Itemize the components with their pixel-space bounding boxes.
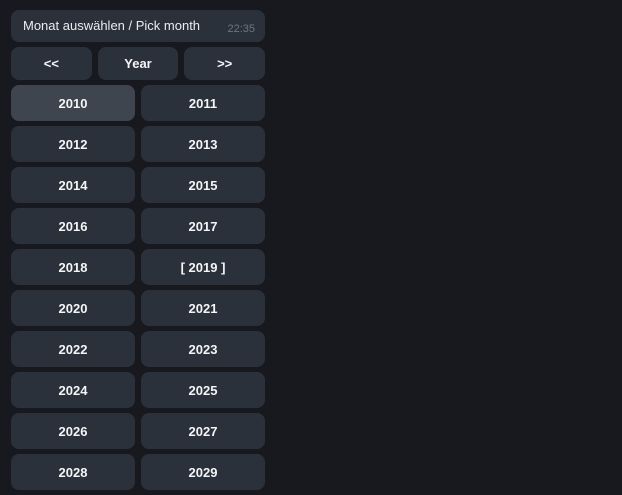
prev-years-button[interactable]: << [11, 47, 92, 80]
year-button-2019-selected[interactable]: [ 2019 ] [141, 249, 265, 285]
year-button-2013[interactable]: 2013 [141, 126, 265, 162]
year-button-2020[interactable]: 2020 [11, 290, 135, 326]
year-row: 2010 2011 [11, 85, 265, 121]
year-row: 2020 2021 [11, 290, 265, 326]
year-button-2028[interactable]: 2028 [11, 454, 135, 490]
next-years-button[interactable]: >> [184, 47, 266, 80]
chat-message-group: Monat auswählen / Pick month 22:35 << Ye… [11, 10, 266, 490]
year-row: 2028 2029 [11, 454, 265, 490]
year-button-2024[interactable]: 2024 [11, 372, 135, 408]
message-timestamp: 22:35 [227, 22, 255, 35]
year-button-2015[interactable]: 2015 [141, 167, 265, 203]
year-button-2029[interactable]: 2029 [141, 454, 265, 490]
year-button-2012[interactable]: 2012 [11, 126, 135, 162]
year-button-2025[interactable]: 2025 [141, 372, 265, 408]
year-row: 2016 2017 [11, 208, 265, 244]
keyboard-nav-row: << Year >> [11, 47, 266, 80]
year-row: 2022 2023 [11, 331, 265, 367]
year-button-2016[interactable]: 2016 [11, 208, 135, 244]
year-row: 2024 2025 [11, 372, 265, 408]
message-text: Monat auswählen / Pick month [23, 18, 201, 33]
year-row: 2014 2015 [11, 167, 265, 203]
year-button-2021[interactable]: 2021 [141, 290, 265, 326]
year-row: 2018 [ 2019 ] [11, 249, 265, 285]
year-row: 2012 2013 [11, 126, 265, 162]
inline-keyboard: << Year >> 2010 2011 2012 2013 2014 2015… [11, 47, 266, 490]
year-button-2014[interactable]: 2014 [11, 167, 135, 203]
year-button-2017[interactable]: 2017 [141, 208, 265, 244]
year-button-2010[interactable]: 2010 [11, 85, 135, 121]
year-mode-button[interactable]: Year [97, 47, 179, 80]
year-button-2022[interactable]: 2022 [11, 331, 135, 367]
message-bubble: Monat auswählen / Pick month 22:35 [11, 10, 265, 42]
year-button-2027[interactable]: 2027 [141, 413, 265, 449]
year-row: 2026 2027 [11, 413, 265, 449]
year-button-2026[interactable]: 2026 [11, 413, 135, 449]
year-button-2018[interactable]: 2018 [11, 249, 135, 285]
year-button-2011[interactable]: 2011 [141, 85, 265, 121]
year-button-2023[interactable]: 2023 [141, 331, 265, 367]
